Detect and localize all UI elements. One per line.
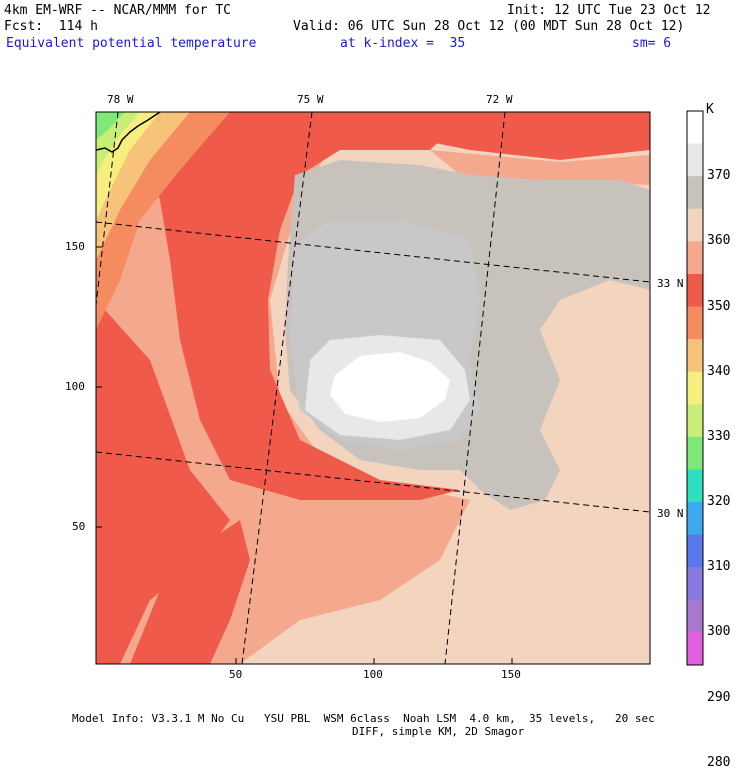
colorbar-swatch — [687, 339, 703, 373]
lon-label-75w: 75 W — [297, 93, 324, 106]
forecast-hour: Fcst: 114 h — [4, 19, 98, 34]
colorbar-swatch — [687, 306, 703, 340]
colorbar-swatch — [687, 241, 703, 275]
colorbar-level-label: 290 — [707, 689, 731, 705]
x-tick-50: 50 — [229, 668, 243, 681]
colorbar-swatch — [687, 567, 703, 601]
colorbar-level-label: 340 — [707, 363, 731, 379]
colorbar-level-label: 350 — [707, 298, 731, 314]
colorbar-level-label: 370 — [707, 168, 731, 184]
model-title: 4km EM-WRF -- NCAR/MMM for TC — [4, 3, 231, 18]
colorbar-swatch — [687, 436, 703, 470]
y-tick-100: 100 — [65, 380, 85, 393]
colorbar-swatch — [687, 371, 703, 405]
colorbar — [686, 110, 704, 666]
colorbar-swatch — [687, 502, 703, 536]
colorbar-swatch — [687, 469, 703, 503]
smoothing-label: sm= 6 — [632, 36, 672, 51]
colorbar-unit: K — [706, 102, 714, 117]
colorbar-level-label: 330 — [707, 428, 731, 444]
lat-label-33n: 33 N — [657, 277, 684, 290]
axis-ticks — [96, 246, 513, 664]
model-info: Model Info: V3.3.1 M No Cu YSU PBL WSM 6… — [72, 712, 655, 725]
graticule — [96, 112, 650, 664]
colorbar-swatch — [687, 143, 703, 177]
valid-time: Valid: 06 UTC Sun 28 Oct 12 (00 MDT Sun … — [293, 19, 685, 34]
lon-label-72w: 72 W — [486, 93, 513, 106]
x-tick-100: 100 — [363, 668, 383, 681]
model-info-diffusion: DIFF, simple KM, 2D Smagor — [352, 725, 525, 738]
colorbar-swatch — [687, 404, 703, 438]
colorbar-level-label: 360 — [707, 233, 731, 249]
y-tick-50: 50 — [72, 520, 86, 533]
colorbar-swatch — [687, 273, 703, 308]
colorbar-swatch — [687, 176, 703, 210]
lat-label-30n: 30 N — [657, 507, 684, 520]
colorbar-level-label: 300 — [707, 624, 731, 640]
theta-e-field — [96, 112, 650, 664]
colorbar-level-label: 280 — [707, 754, 731, 770]
plot-frame — [95, 111, 651, 665]
colorbar-swatch — [687, 534, 703, 568]
colorbar-level-label: 310 — [707, 559, 731, 575]
map-figure — [95, 110, 704, 666]
x-tick-150: 150 — [501, 668, 521, 681]
field-name: Equivalent potential temperature — [6, 36, 257, 51]
init-time: Init: 12 UTC Tue 23 Oct 12 — [507, 3, 711, 18]
lon-label-78w: 78 W — [107, 93, 134, 106]
level-label: at k-index = 35 — [340, 36, 466, 51]
y-tick-150: 150 — [65, 240, 85, 253]
colorbar-swatch — [687, 632, 703, 666]
colorbar-swatch — [687, 208, 703, 242]
colorbar-swatch — [687, 111, 703, 145]
colorbar-level-label: 320 — [707, 494, 731, 510]
colorbar-frame — [686, 110, 704, 666]
colorbar-swatch — [687, 599, 703, 633]
